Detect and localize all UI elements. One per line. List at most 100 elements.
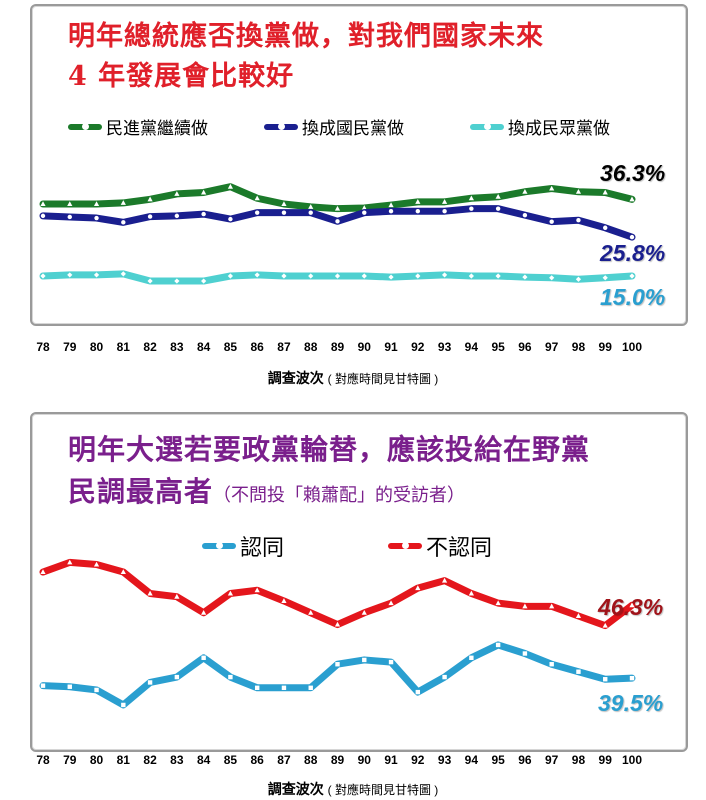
chart1-x-tick-label: 89 <box>330 340 345 354</box>
chart1-series-1-point-2 <box>94 215 99 221</box>
chart1-series-2-point-15 <box>441 272 448 278</box>
legend-label-tpp: 換成民眾黨做 <box>508 119 610 139</box>
legend-label-dpp: 民進黨繼續做 <box>106 119 208 139</box>
chart2-series-1-point-13 <box>388 600 394 606</box>
chart2-series-0-point-21 <box>603 677 608 682</box>
chart2-series-0-point-17 <box>495 642 501 648</box>
chart1-series-0-point-13 <box>388 202 394 208</box>
chart2-title-main: 民調最高者 <box>68 475 214 508</box>
chart2-series-0-point-14 <box>415 689 421 695</box>
chart2-series-1-point-5 <box>174 593 180 599</box>
chart1-series-2-point-14 <box>415 273 421 279</box>
chart1-x-tick-label: 81 <box>116 340 130 354</box>
chart1-series-0-point-15 <box>441 199 448 204</box>
chart2-x-tick-label: 93 <box>437 753 452 767</box>
chart1-series-2-point-8 <box>254 272 260 278</box>
chart1-series-0-point-16 <box>468 195 474 201</box>
chart2-x-tick-label: 87 <box>277 753 291 767</box>
chart2-series-1-point-6 <box>201 609 207 615</box>
chart1-x-tick-label: 92 <box>411 340 425 354</box>
chart1-series-1-point-3 <box>121 220 126 225</box>
chart1-series-0-point-5 <box>174 191 180 196</box>
chart2-series-1-point-19 <box>549 603 555 609</box>
chart1-title-line2: 4 年發展會比較好 <box>68 61 295 92</box>
legend-swatch-dpp <box>68 122 102 130</box>
legend-swatch-kmt <box>264 122 298 130</box>
chart2-end-label-disagree: 46.3% <box>598 594 664 620</box>
chart2-x-tick-label: 95 <box>491 753 505 767</box>
chart2-series-1-point-14 <box>415 585 421 591</box>
chart1-series-2-point-10 <box>308 273 314 279</box>
chart1-series-2-point-5 <box>174 278 180 284</box>
chart2-series-1-point-0 <box>40 569 46 575</box>
legend-swatch-agree <box>202 542 236 549</box>
chart1-x-tick-label: 97 <box>544 340 559 354</box>
chart1-series-0-point-10 <box>308 204 314 209</box>
chart2-series-1-point-20 <box>575 613 582 618</box>
chart1-x-tick-label: 78 <box>36 340 50 354</box>
chart2-x-tick-label: 78 <box>36 753 50 767</box>
chart1-series-2-point-7 <box>227 273 234 279</box>
chart1-series-0-point-17 <box>495 194 501 199</box>
chart2-series-0-point-6 <box>201 655 206 660</box>
chart2-series-0-point-18 <box>522 651 528 656</box>
chart1-series-1-point-9 <box>281 210 287 215</box>
chart1-x-axis-title: 調查波次 ( 對應時間見甘特圖 ) <box>0 368 706 388</box>
chart2-x-tick-label: 96 <box>518 753 532 767</box>
chart1-series-1-point-20 <box>576 218 581 223</box>
chart2-series-line-1 <box>39 558 636 630</box>
chart1-series-0-point-14 <box>415 199 421 204</box>
chart2-series-1-point-16 <box>468 590 474 596</box>
chart1-series-2-point-11 <box>334 273 341 279</box>
chart2-series-0-point-4 <box>147 680 153 685</box>
chart1-series-0-point-12 <box>361 205 367 210</box>
chart1-title-line1: 明年總統應否換黨做，對我們國家未來 <box>68 21 544 52</box>
chart1-x-tick-label: 86 <box>250 340 264 354</box>
chart1-x-tick-label: 85 <box>223 340 238 354</box>
chart2-x-tick-label: 86 <box>250 753 264 767</box>
chart2-series-1-point-22 <box>629 602 635 608</box>
chart2-legend-item-disagree: 不認同 <box>388 530 492 562</box>
legend-label-disagree: 不認同 <box>426 536 493 561</box>
chart2-x-tick-label: 98 <box>571 753 586 767</box>
chart2-title-line1: 明年大選若要政黨輪替，應該投給在野黨 <box>68 433 591 466</box>
chart1-series-1-point-18 <box>522 212 528 218</box>
chart1-series-0-point-8 <box>254 195 260 201</box>
chart2-series-0-point-16 <box>469 655 474 660</box>
chart1-series-2-point-2 <box>93 272 100 278</box>
chart1-series-0-point-6 <box>201 189 207 195</box>
chart2-series-1-point-9 <box>281 598 287 603</box>
chart2-x-tick-label: 85 <box>223 753 238 767</box>
chart1-series-2-point-9 <box>281 273 287 279</box>
chart2-x-tick-label: 90 <box>357 753 371 767</box>
chart2-series-0-point-20 <box>576 669 581 674</box>
chart1-x-tick-label: 90 <box>357 340 371 354</box>
chart1-series-0-point-1 <box>67 201 73 206</box>
chart2-series-0-point-15 <box>442 674 447 680</box>
legend-label-agree: 認同 <box>240 536 285 561</box>
chart2-series-1-point-1 <box>67 559 73 565</box>
chart1-xlabel-note: ( 對應時間見甘特圖 ) <box>327 372 439 386</box>
chart2-x-tick-label: 84 <box>196 753 211 767</box>
chart2-series-1-point-18 <box>522 603 528 609</box>
chart1-x-tick-label: 95 <box>491 340 505 354</box>
chart1-series-1-point-22 <box>629 234 635 240</box>
chart2-series-1-point-17 <box>495 600 501 606</box>
chart2-series-1-point-2 <box>93 561 100 567</box>
chart1-series-1-point-0 <box>40 213 46 219</box>
chart2-series-1-point-7 <box>227 590 234 596</box>
chart2-x-axis: 78 79 80 81 82 83 84 85 86 87 88 89 90 91 92 93 94 95 96 97… <box>0 753 706 773</box>
chart2-series-line-0 <box>39 641 636 709</box>
chart2-x-tick-label: 94 <box>464 753 479 767</box>
chart2-x-tick-label: 91 <box>384 753 398 767</box>
chart1-series-2-point-21 <box>602 275 608 281</box>
chart2-series-0-point-8 <box>254 685 260 691</box>
chart1-end-label-tpp: 15.0% <box>600 284 666 310</box>
chart1-series-2-point-6 <box>201 278 207 284</box>
chart2-series-0-point-13 <box>388 659 394 665</box>
chart2-series-1-point-3 <box>120 569 126 575</box>
chart1-series-2-point-17 <box>495 273 501 279</box>
chart1-series-2-point-3 <box>120 271 126 277</box>
chart1-plot <box>39 183 636 285</box>
